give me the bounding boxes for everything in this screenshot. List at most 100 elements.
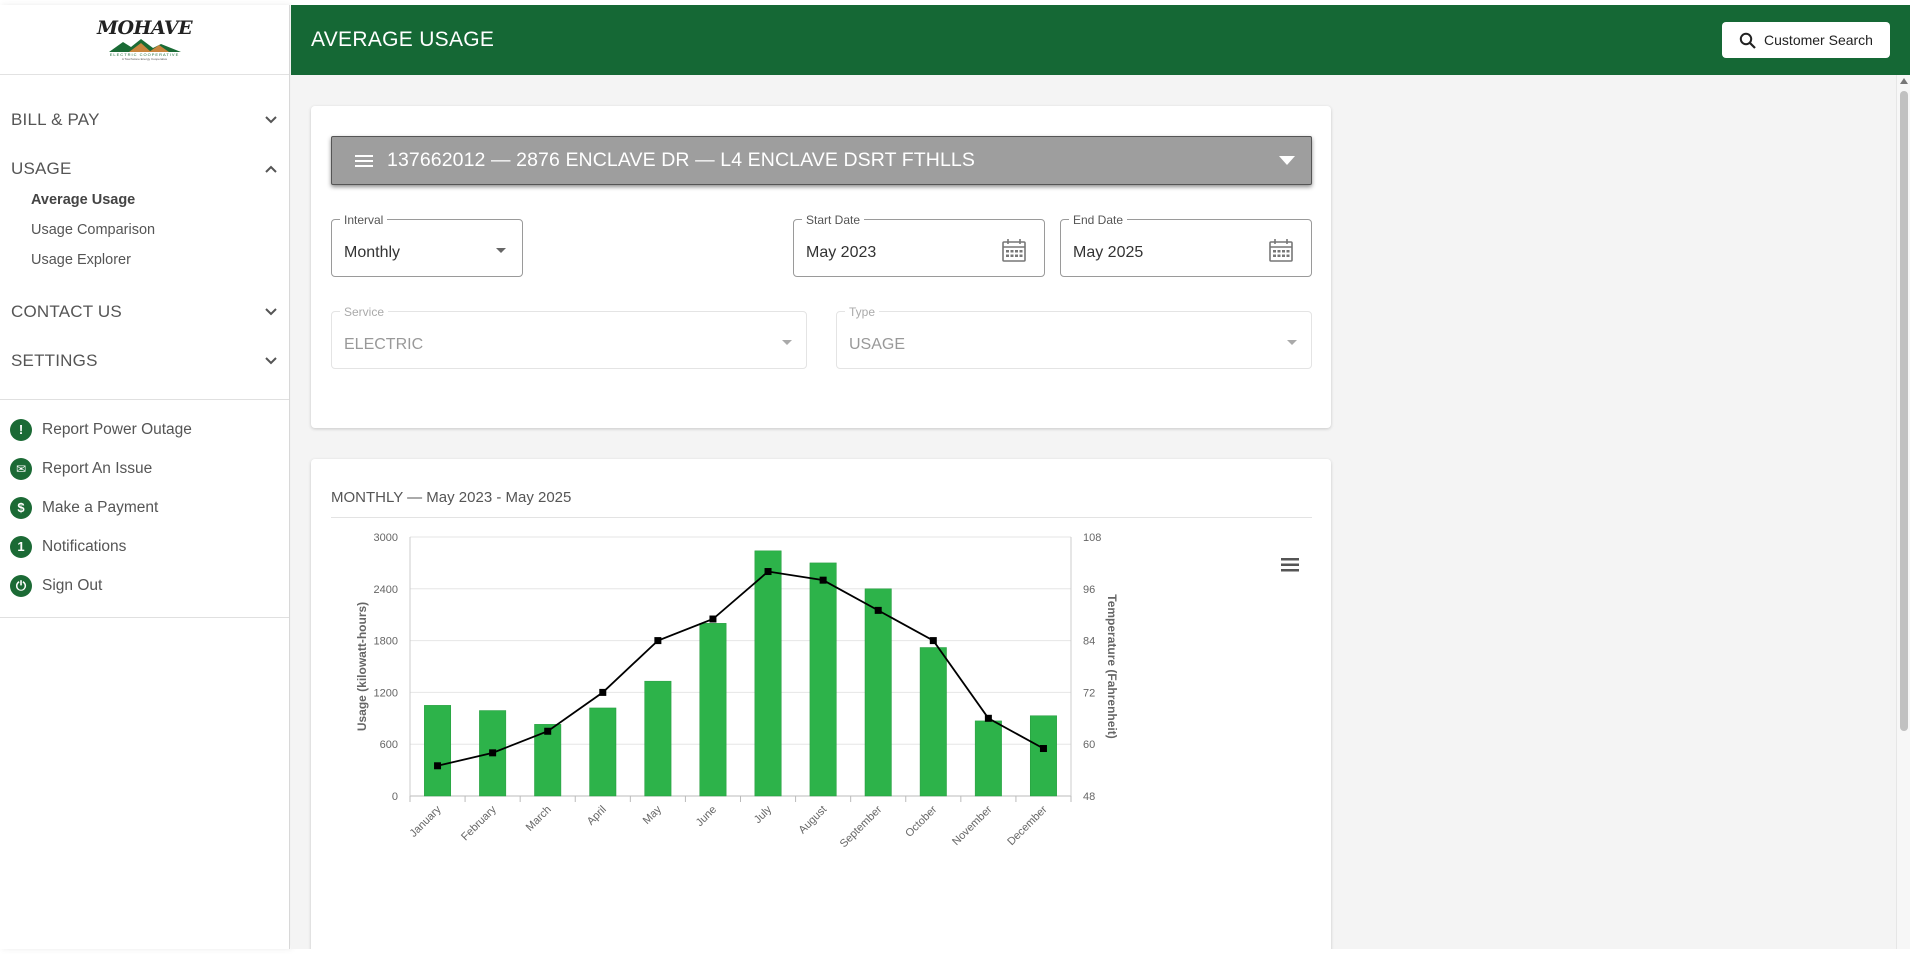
y-tick-label: 0 <box>392 791 398 803</box>
y-tick-label: 1800 <box>374 636 398 648</box>
nav-section-label: USAGE <box>11 158 72 178</box>
filter-card: 137662012 — 2876 ENCLAVE DR — L4 ENCLAVE… <box>311 106 1331 428</box>
usage-subnav: Average Usage Usage Comparison Usage Exp… <box>0 185 289 287</box>
temperature-point <box>819 576 827 584</box>
quick-link-label: Sign Out <box>42 576 103 594</box>
y-axis-title: Usage (kilowatt-hours) <box>355 602 369 731</box>
page-title: AVERAGE USAGE <box>311 28 495 51</box>
main-content: 137662012 — 2876 ENCLAVE DR — L4 ENCLAVE… <box>291 75 1896 949</box>
sidebar-item-usage-comparison[interactable]: Usage Comparison <box>31 222 156 238</box>
chart-bar <box>754 550 782 797</box>
y2-axis-title: Temperature (Fahrenheit) <box>1105 594 1119 738</box>
y2-tick-label: 60 <box>1083 739 1095 751</box>
sidebar-item-average-usage[interactable]: Average Usage <box>31 192 136 208</box>
temperature-point <box>544 727 552 735</box>
temperature-point <box>764 568 772 576</box>
x-tick-label: February <box>459 803 499 843</box>
nav-section-contact-us[interactable]: CONTACT US <box>0 287 289 336</box>
x-tick-label: January <box>408 803 445 840</box>
caret-down-icon <box>782 340 792 345</box>
start-date-field[interactable]: Start Date May 2023 <box>793 213 1045 277</box>
x-tick-label: December <box>1005 803 1050 848</box>
x-tick-label: August <box>797 804 830 837</box>
end-date-value: May 2025 <box>1073 244 1144 261</box>
nav-section-bill-pay[interactable]: BILL & PAY <box>0 95 289 144</box>
quick-link-label: Report An Issue <box>42 459 153 477</box>
y2-tick-label: 72 <box>1083 687 1095 699</box>
scroll-thumb[interactable] <box>1900 91 1908 731</box>
logo-tagline: A Touchstone Energy Cooperative <box>121 57 168 61</box>
start-date-label: Start Date <box>802 213 865 227</box>
quick-links: ! Report Power Outage ✉ Report An Issue … <box>0 400 289 617</box>
end-date-field[interactable]: End Date May 2025 <box>1060 213 1312 277</box>
sidebar-divider <box>0 399 289 400</box>
caret-down-icon <box>496 248 506 253</box>
chart-bar <box>589 707 617 797</box>
sign-out-link[interactable]: ⏻ Sign Out <box>0 566 289 605</box>
chevron-down-icon <box>265 307 277 315</box>
y-tick-label: 1200 <box>374 687 398 699</box>
x-tick-label: March <box>524 804 554 834</box>
chart-bar <box>644 680 672 797</box>
x-tick-label: October <box>903 803 939 839</box>
main-nav: BILL & PAY USAGE Average Usage Usage Com… <box>0 75 289 385</box>
report-power-outage-link[interactable]: ! Report Power Outage <box>0 410 289 449</box>
customer-search-label: Customer Search <box>1764 32 1873 48</box>
x-tick-label: June <box>694 804 719 829</box>
caret-down-icon <box>1287 340 1297 345</box>
interval-select[interactable]: Interval Monthly <box>331 213 523 277</box>
notification-count-icon: 1 <box>10 535 32 558</box>
company-logo: MOHAVE ELECTRIC COOPERATIVE A Touchstone… <box>97 18 193 61</box>
temperature-point <box>709 615 717 623</box>
quick-link-label: Notifications <box>42 537 127 555</box>
caret-down-icon <box>1279 156 1295 165</box>
envelope-icon: ✉ <box>10 457 32 480</box>
chart-bar <box>974 720 1002 797</box>
type-value: USAGE <box>849 336 906 353</box>
end-date-label: End Date <box>1069 213 1128 227</box>
temperature-point <box>599 688 607 696</box>
customer-search-button[interactable]: Customer Search <box>1722 22 1890 58</box>
chart-menu-icon[interactable] <box>1281 557 1299 573</box>
service-value: ELECTRIC <box>344 336 424 353</box>
nav-section-usage[interactable]: USAGE <box>0 144 289 193</box>
nav-section-settings[interactable]: SETTINGS <box>0 336 289 385</box>
page-header: AVERAGE USAGE Customer Search <box>291 5 1910 75</box>
power-icon: ⏻ <box>10 574 32 597</box>
quick-link-label: Report Power Outage <box>42 420 192 438</box>
y-tick-label: 3000 <box>374 532 398 544</box>
notifications-link[interactable]: 1 Notifications <box>0 527 289 566</box>
temperature-point <box>929 637 937 645</box>
chevron-up-icon <box>265 165 277 173</box>
logo-container[interactable]: MOHAVE ELECTRIC COOPERATIVE A Touchstone… <box>0 5 289 75</box>
x-tick-label: November <box>950 803 995 848</box>
nav-section-label: CONTACT US <box>11 301 122 321</box>
y2-tick-label: 48 <box>1083 791 1095 803</box>
interval-label: Interval <box>340 213 388 227</box>
service-select: Service ELECTRIC <box>331 305 807 369</box>
sidebar: MOHAVE ELECTRIC COOPERATIVE A Touchstone… <box>0 5 290 949</box>
calendar-icon[interactable] <box>1269 238 1293 262</box>
chart-bar <box>424 705 452 797</box>
account-select-value: 137662012 — 2876 ENCLAVE DR — L4 ENCLAVE… <box>387 149 975 171</box>
chart-bar <box>1029 715 1057 797</box>
chart-bar <box>809 562 837 797</box>
make-a-payment-link[interactable]: $ Make a Payment <box>0 488 289 527</box>
nav-section-label: BILL & PAY <box>11 109 100 129</box>
report-an-issue-link[interactable]: ✉ Report An Issue <box>0 449 289 488</box>
scroll-up-arrow-icon[interactable] <box>1900 78 1908 84</box>
start-date-value: May 2023 <box>806 244 877 261</box>
main-scrollbar[interactable] <box>1896 75 1910 949</box>
account-select[interactable]: 137662012 — 2876 ENCLAVE DR — L4 ENCLAVE… <box>331 136 1312 185</box>
temperature-point <box>489 749 497 757</box>
temperature-line <box>437 570 1044 767</box>
chevron-down-icon <box>265 115 277 123</box>
calendar-icon[interactable] <box>1002 238 1026 262</box>
chart-bar <box>534 724 562 797</box>
menu-icon <box>355 154 373 167</box>
sidebar-item-usage-explorer[interactable]: Usage Explorer <box>31 252 131 268</box>
chart-bar <box>919 647 947 797</box>
y-tick-label: 2400 <box>374 584 398 596</box>
y2-tick-label: 84 <box>1083 636 1095 648</box>
y-tick-label: 600 <box>380 739 398 751</box>
